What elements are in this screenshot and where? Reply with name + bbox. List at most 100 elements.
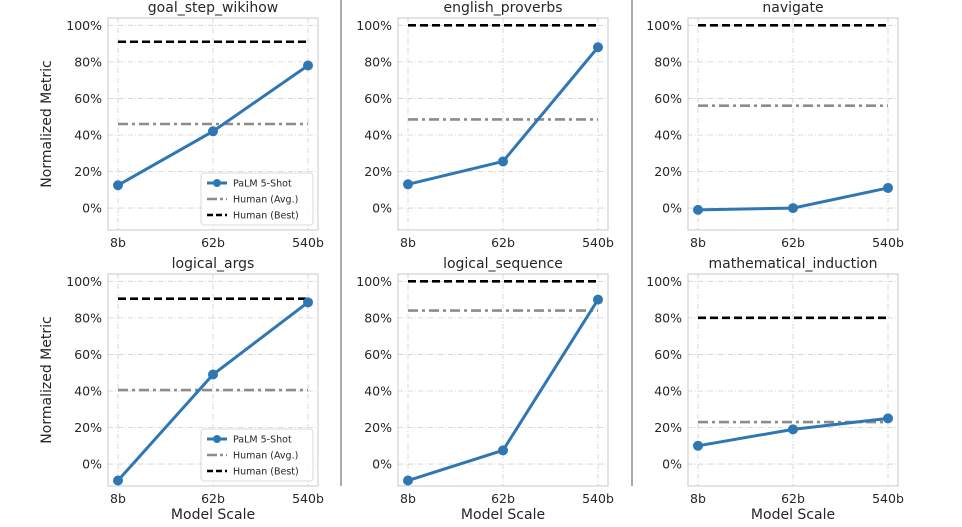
x-axis-label: Model Scale xyxy=(751,507,835,523)
panel-logical-args: logical_args 0% 20% 40% 60% 80% 100% 8b 62b 540b P… xyxy=(66,256,324,506)
legend-entry: PaLM 5-Shot xyxy=(233,179,292,190)
y-tick-label: 80% xyxy=(74,310,102,325)
x-tick-label: 8b xyxy=(110,235,126,250)
palm-point xyxy=(113,180,123,191)
legend-entry: PaLM 5-Shot xyxy=(233,435,292,446)
y-tick-label: 60% xyxy=(364,91,392,106)
plot-frame xyxy=(687,17,899,231)
x-tick-label: 62b xyxy=(491,235,515,250)
y-tick-label: 60% xyxy=(654,91,682,106)
legend-entry: Human (Avg.) xyxy=(233,195,298,206)
panel-title: navigate xyxy=(762,0,823,16)
y-tick-label: 20% xyxy=(654,420,682,435)
palm-point xyxy=(883,182,893,193)
palm-point xyxy=(403,475,413,486)
palm-point xyxy=(788,203,798,214)
palm-point xyxy=(693,204,703,215)
plot-frame xyxy=(107,273,319,487)
y-tick-label: 40% xyxy=(364,383,392,398)
y-tick-label: 80% xyxy=(654,54,682,69)
x-axis-label: Model Scale xyxy=(461,507,545,523)
y-tick-label: 0% xyxy=(662,457,682,472)
panel-mathematical-induction: mathematical_induction 0% 20% 40% 60% 80% 100%… xyxy=(646,256,904,506)
x-tick-label: 62b xyxy=(201,491,225,506)
x-tick-label: 8b xyxy=(110,491,126,506)
x-tick-label: 8b xyxy=(400,491,416,506)
panel-title: logical_sequence xyxy=(443,256,563,272)
palm-point xyxy=(593,294,603,305)
palm-point xyxy=(113,475,123,486)
x-tick-label: 62b xyxy=(781,491,805,506)
plot-frame xyxy=(107,17,319,231)
x-tick-label: 540b xyxy=(292,491,324,506)
legend-entry: Human (Best) xyxy=(233,467,299,478)
panel-title: english_proverbs xyxy=(443,0,562,16)
y-axis-label: Normalized Metric xyxy=(39,316,55,443)
y-tick-label: 40% xyxy=(364,127,392,142)
panel-title: goal_step_wikihow xyxy=(148,0,278,16)
x-tick-label: 540b xyxy=(582,491,614,506)
y-tick-label: 20% xyxy=(364,164,392,179)
y-axis-label: Normalized Metric xyxy=(39,60,55,187)
y-tick-label: 0% xyxy=(372,201,392,216)
y-tick-label: 60% xyxy=(364,347,392,362)
palm-point xyxy=(208,126,218,137)
y-tick-label: 100% xyxy=(66,18,102,33)
palm-point xyxy=(498,445,508,456)
x-tick-label: 62b xyxy=(781,235,805,250)
y-tick-label: 40% xyxy=(74,127,102,142)
y-tick-label: 40% xyxy=(654,127,682,142)
x-tick-label: 8b xyxy=(690,235,706,250)
panel-title: logical_args xyxy=(172,256,255,272)
y-tick-label: 20% xyxy=(74,420,102,435)
x-tick-label: 8b xyxy=(400,235,416,250)
y-tick-label: 60% xyxy=(654,347,682,362)
y-tick-label: 0% xyxy=(372,457,392,472)
legend: PaLM 5-Shot Human (Avg.) Human (Best) xyxy=(200,172,314,226)
legend-palm-marker xyxy=(213,435,221,443)
y-tick-label: 60% xyxy=(74,91,102,106)
x-tick-label: 540b xyxy=(292,235,324,250)
y-tick-label: 20% xyxy=(364,420,392,435)
palm-point xyxy=(788,424,798,435)
plot-frame xyxy=(687,273,899,487)
x-tick-label: 540b xyxy=(582,235,614,250)
plot-frame xyxy=(397,273,609,487)
y-tick-label: 60% xyxy=(74,347,102,362)
legend-entry: Human (Avg.) xyxy=(233,451,298,462)
y-tick-label: 20% xyxy=(74,164,102,179)
x-tick-label: 8b xyxy=(690,491,706,506)
plot-frame xyxy=(397,17,609,231)
y-tick-label: 0% xyxy=(662,201,682,216)
legend: PaLM 5-Shot Human (Avg.) Human (Best) xyxy=(200,428,314,482)
palm-point xyxy=(303,60,313,71)
palm-point xyxy=(208,369,218,380)
palm-point xyxy=(403,179,413,190)
palm-point xyxy=(593,42,603,53)
panel-navigate: navigate 0% 20% 40% 60% 80% 100% 8b 62b 540b xyxy=(646,0,904,250)
panel-english-proverbs: english_proverbs 0% 20% 40% 60% 80% 100% 8b 62b 5… xyxy=(356,0,614,250)
y-tick-label: 100% xyxy=(646,18,682,33)
y-tick-label: 20% xyxy=(654,164,682,179)
legend-box xyxy=(200,428,314,482)
legend-box xyxy=(200,172,314,226)
legend-entry: Human (Best) xyxy=(233,211,299,222)
y-tick-label: 80% xyxy=(74,54,102,69)
y-tick-label: 40% xyxy=(74,383,102,398)
x-tick-label: 540b xyxy=(872,491,904,506)
panel-goal-step-wikihow: goal_step_wikihow 0% 20% 40% 60% 80% 100% 8b 62b… xyxy=(66,0,324,250)
x-tick-label: 62b xyxy=(201,235,225,250)
palm-point xyxy=(498,156,508,167)
x-tick-label: 540b xyxy=(872,235,904,250)
panel-title: mathematical_induction xyxy=(709,256,878,272)
y-tick-label: 100% xyxy=(356,18,392,33)
y-tick-label: 80% xyxy=(364,310,392,325)
panel-logical-sequence: logical_sequence 0% 20% 40% 60% 80% 100% 8b 62b 5… xyxy=(356,256,614,506)
x-axis-label: Model Scale xyxy=(171,507,255,523)
y-tick-label: 40% xyxy=(654,383,682,398)
palm-point xyxy=(693,440,703,451)
palm-point xyxy=(303,297,313,308)
y-tick-label: 100% xyxy=(646,274,682,289)
y-tick-label: 100% xyxy=(356,274,392,289)
